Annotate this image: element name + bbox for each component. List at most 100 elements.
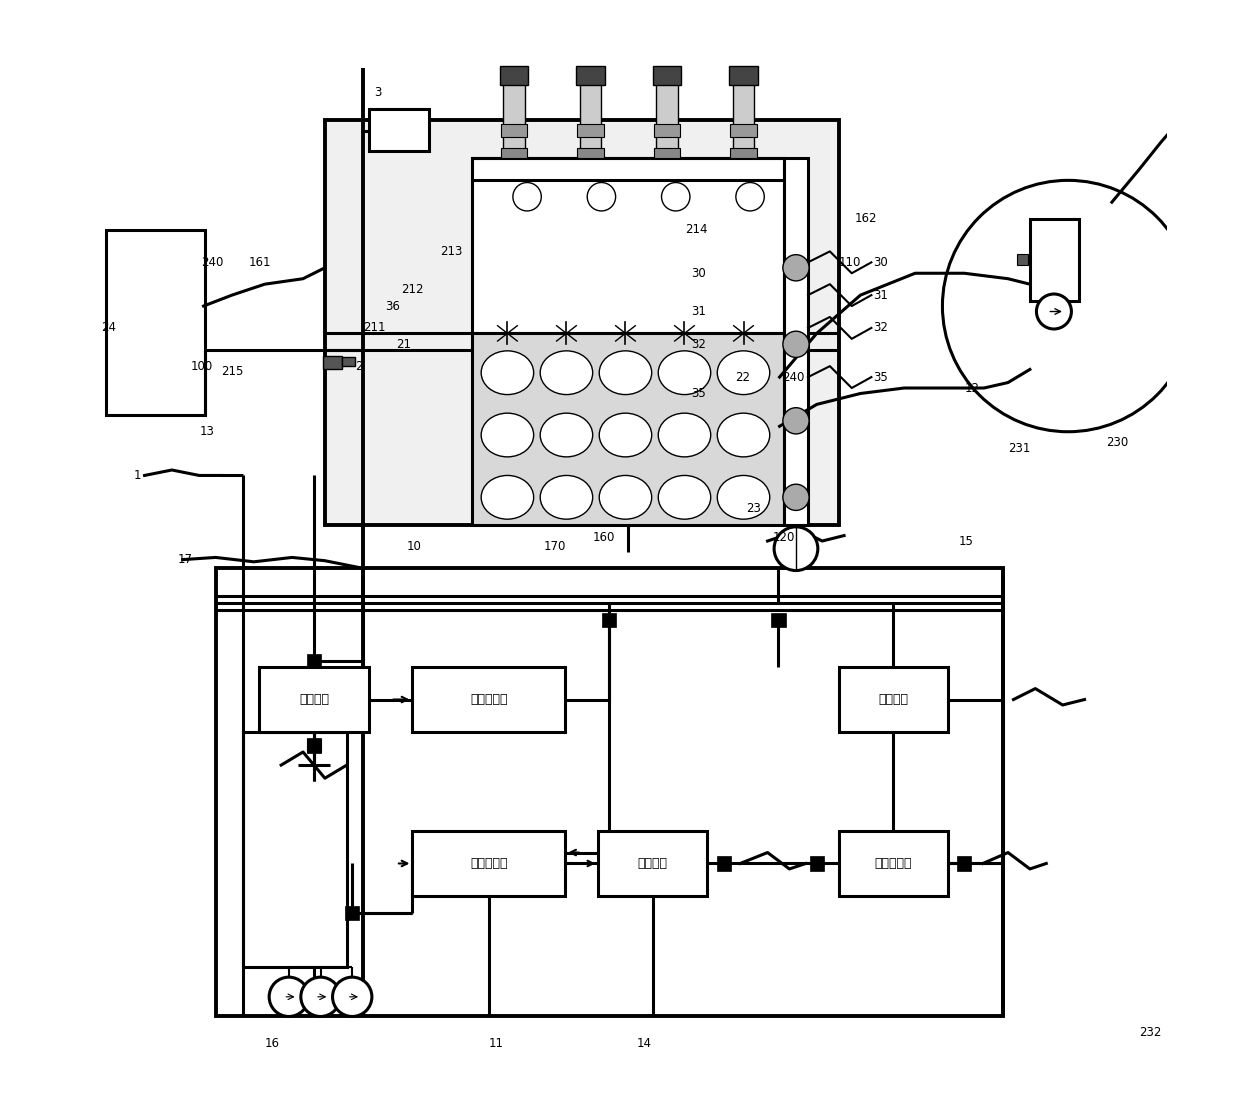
Bar xyxy=(730,124,756,137)
Text: 215: 215 xyxy=(221,365,243,378)
Ellipse shape xyxy=(658,351,711,395)
Ellipse shape xyxy=(541,475,593,519)
Circle shape xyxy=(269,977,309,1016)
Text: 16: 16 xyxy=(265,1037,280,1050)
Bar xyxy=(306,739,321,752)
Text: 11: 11 xyxy=(489,1037,503,1050)
Bar xyxy=(717,857,730,870)
Circle shape xyxy=(774,527,818,571)
Text: 22: 22 xyxy=(735,371,750,384)
Text: 120: 120 xyxy=(773,531,795,544)
Text: 1: 1 xyxy=(134,469,141,482)
Text: 231: 231 xyxy=(1008,442,1030,455)
Bar xyxy=(325,120,838,525)
Text: 211: 211 xyxy=(363,321,386,334)
Circle shape xyxy=(1037,294,1071,329)
Text: 240: 240 xyxy=(201,256,223,269)
Text: 14: 14 xyxy=(636,1037,651,1050)
Text: 2: 2 xyxy=(356,360,363,373)
Ellipse shape xyxy=(481,413,533,457)
Bar xyxy=(501,148,527,158)
Ellipse shape xyxy=(658,475,711,519)
Text: 31: 31 xyxy=(691,305,706,318)
Ellipse shape xyxy=(541,351,593,395)
Bar xyxy=(784,158,808,525)
Bar xyxy=(413,667,565,732)
Text: 110: 110 xyxy=(838,256,861,269)
Bar xyxy=(308,739,320,752)
Text: 换热器一: 换热器一 xyxy=(299,693,329,706)
Text: 发酵隙道三: 发酵隙道三 xyxy=(874,857,911,870)
Text: 30: 30 xyxy=(691,267,706,280)
Bar xyxy=(472,158,784,333)
Circle shape xyxy=(513,183,542,211)
Bar xyxy=(957,857,971,870)
Text: 170: 170 xyxy=(543,540,565,553)
Bar xyxy=(579,77,601,158)
Text: 10: 10 xyxy=(407,540,422,553)
Bar xyxy=(1030,219,1079,301)
Circle shape xyxy=(782,484,808,510)
Bar xyxy=(771,612,786,627)
Text: 232: 232 xyxy=(1140,1026,1162,1039)
Circle shape xyxy=(782,255,808,281)
Bar xyxy=(259,667,368,732)
Text: 213: 213 xyxy=(440,245,463,258)
Circle shape xyxy=(735,183,764,211)
Text: 35: 35 xyxy=(873,371,888,384)
Ellipse shape xyxy=(599,475,652,519)
Circle shape xyxy=(782,408,808,434)
Bar xyxy=(577,66,605,85)
Bar xyxy=(345,905,360,920)
Bar xyxy=(578,124,604,137)
Bar xyxy=(501,124,527,137)
Text: 32: 32 xyxy=(691,338,706,351)
Bar xyxy=(243,732,347,967)
Bar xyxy=(601,612,616,627)
Ellipse shape xyxy=(481,475,533,519)
Text: 15: 15 xyxy=(959,534,973,548)
Bar xyxy=(656,77,678,158)
Bar xyxy=(810,857,823,870)
Text: 162: 162 xyxy=(856,212,878,225)
Ellipse shape xyxy=(717,351,770,395)
Text: 32: 32 xyxy=(873,321,888,334)
Bar xyxy=(730,148,756,158)
Ellipse shape xyxy=(481,351,533,395)
Ellipse shape xyxy=(599,413,652,457)
Text: 36: 36 xyxy=(384,299,399,313)
Text: 21: 21 xyxy=(396,338,410,351)
Text: 30: 30 xyxy=(873,256,888,269)
Text: 214: 214 xyxy=(686,223,708,236)
Bar xyxy=(500,66,528,85)
Circle shape xyxy=(588,183,615,211)
Ellipse shape xyxy=(599,351,652,395)
Text: 23: 23 xyxy=(745,502,760,515)
Ellipse shape xyxy=(658,413,711,457)
Text: 31: 31 xyxy=(873,289,888,302)
Bar xyxy=(578,148,604,158)
Ellipse shape xyxy=(541,413,593,457)
Bar xyxy=(838,831,947,896)
Bar xyxy=(368,109,429,151)
Bar xyxy=(653,124,680,137)
Bar xyxy=(216,568,1003,1016)
Text: 100: 100 xyxy=(191,360,213,373)
Text: 13: 13 xyxy=(200,425,215,438)
Circle shape xyxy=(782,331,808,357)
Bar xyxy=(1017,254,1028,265)
Bar xyxy=(653,148,680,158)
Text: 240: 240 xyxy=(781,371,804,384)
Bar xyxy=(322,356,342,369)
Text: 发酵隙道一: 发酵隙道一 xyxy=(470,693,507,706)
Text: 17: 17 xyxy=(177,553,192,566)
Bar xyxy=(598,831,708,896)
Ellipse shape xyxy=(717,413,770,457)
Text: 3: 3 xyxy=(374,86,382,99)
Bar xyxy=(306,654,321,668)
Text: 160: 160 xyxy=(593,531,615,544)
Ellipse shape xyxy=(717,475,770,519)
Text: 161: 161 xyxy=(248,256,270,269)
Text: 换热器三: 换热器三 xyxy=(878,693,908,706)
Bar xyxy=(107,230,205,415)
